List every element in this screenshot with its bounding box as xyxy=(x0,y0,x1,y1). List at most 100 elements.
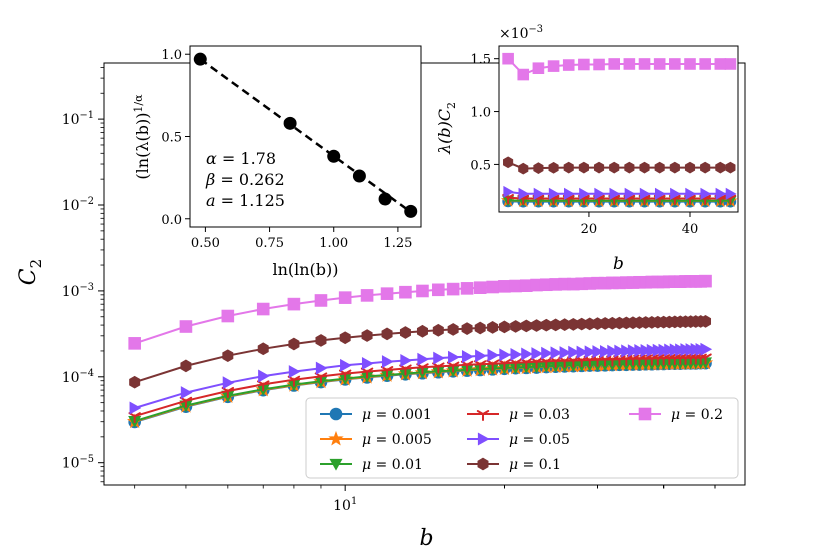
inset-right-data-point xyxy=(684,58,696,70)
inset-left-annotation-a: a = 1.125 xyxy=(206,191,285,210)
inset-left-chart: 0.50 0.75 1.00 1.25 0.0 0.5 1.0 α = 1.78 β = 0.2… xyxy=(132,45,422,279)
main-series-0.2 xyxy=(128,274,712,350)
main-data-point xyxy=(315,334,327,347)
inset-right-frame xyxy=(498,45,739,213)
legend-swatch-marker xyxy=(329,407,343,421)
main-data-point xyxy=(432,283,445,297)
inset-right-data-point xyxy=(623,58,636,70)
inset-left-x-tick-label: 1.00 xyxy=(319,236,348,251)
main-data-point xyxy=(380,287,394,300)
inset-right-data-point xyxy=(700,187,712,200)
inset-right-series-0.1 xyxy=(503,156,736,175)
main-data-point xyxy=(607,344,619,358)
inset-right-data-point xyxy=(594,187,606,200)
inset-left-y-tick-label: 0.0 xyxy=(161,213,182,228)
main-data-point xyxy=(381,327,393,341)
main-data-point xyxy=(634,344,647,358)
inset-right-data-point xyxy=(639,161,650,174)
main-data-point xyxy=(646,343,659,357)
main-x-tick-label: 101 xyxy=(333,496,357,514)
main-data-point xyxy=(256,302,270,316)
main-data-point xyxy=(584,345,597,359)
main-data-point xyxy=(222,376,235,390)
inset-right-data-point xyxy=(653,58,666,70)
inset-left-x-tick-label: 0.75 xyxy=(255,236,284,251)
inset-right-data-point xyxy=(578,58,590,71)
inset-right-y-axis-label: λ(b)C2 xyxy=(435,102,458,155)
main-data-point xyxy=(180,359,192,373)
main-data-point xyxy=(461,350,474,364)
legend-swatch-marker xyxy=(476,410,490,421)
inset-right-data-point xyxy=(670,187,681,200)
legend-label: μ = 0.001 xyxy=(362,407,432,423)
legend-label: μ = 0.05 xyxy=(509,432,570,448)
main-data-point xyxy=(180,386,193,400)
main-y-tick-label: 10−1 xyxy=(62,110,94,128)
legend-swatch-marker xyxy=(329,458,343,471)
inset-right-data-point xyxy=(564,187,575,200)
inset-left-data-point xyxy=(283,116,297,130)
main-data-point xyxy=(288,365,301,379)
legend-label: μ = 0.01 xyxy=(362,457,423,473)
main-data-point xyxy=(531,319,543,332)
inset-right-data-point xyxy=(563,161,574,174)
main-data-point xyxy=(510,347,523,361)
main-data-point xyxy=(222,349,234,363)
inset-right-data-point xyxy=(685,187,697,200)
main-data-point xyxy=(221,309,235,323)
main-data-point xyxy=(700,342,713,356)
inset-left-data-point xyxy=(327,149,341,163)
inset-left-data-point xyxy=(352,169,366,183)
inset-right-data-point xyxy=(700,161,711,174)
inset-right-series-0.2 xyxy=(502,52,737,81)
main-data-point xyxy=(487,348,500,362)
inset-right-data-point xyxy=(725,161,736,174)
inset-right-x-tick-label: 40 xyxy=(682,222,699,237)
inset-right-y-tick-label: 0.5 xyxy=(470,158,491,173)
inset-right-data-point xyxy=(669,58,681,70)
legend-entry: μ = 0.005 xyxy=(320,430,432,448)
inset-left-fit-line xyxy=(199,58,415,215)
main-data-point xyxy=(592,345,605,359)
main-data-point xyxy=(338,291,352,304)
main-data-point xyxy=(460,282,474,295)
main-data-point xyxy=(486,280,499,294)
inset-left-data-point xyxy=(404,204,418,218)
inset-right-data-point xyxy=(562,59,575,71)
main-data-point xyxy=(498,280,511,293)
main-data-point xyxy=(339,331,351,345)
legend-label: μ = 0.2 xyxy=(671,407,723,423)
main-data-point xyxy=(520,319,532,333)
inset-right-data-point xyxy=(669,161,680,174)
inset-right-data xyxy=(500,52,738,208)
main-data-point xyxy=(399,285,412,299)
main-y-tick-label: 10−2 xyxy=(62,196,94,214)
legend-swatch-marker xyxy=(328,430,344,446)
main-data-point xyxy=(128,337,141,350)
inset-right-data-point xyxy=(654,187,666,200)
main-data-point xyxy=(568,345,580,359)
main-data-point xyxy=(510,320,522,333)
main-data-point xyxy=(361,356,374,370)
legend-label: μ = 0.005 xyxy=(362,432,432,448)
main-data-point xyxy=(541,346,553,360)
inset-right-data-point xyxy=(593,161,605,174)
inset-right-data-point xyxy=(547,60,560,72)
inset-right-data-point xyxy=(715,161,726,174)
main-data-point xyxy=(287,297,301,311)
main-data-point xyxy=(417,352,430,366)
main-data-point xyxy=(461,322,473,335)
main-data-point xyxy=(129,401,142,415)
main-data-point xyxy=(499,348,512,362)
main-data-point xyxy=(599,344,612,359)
main-data-point xyxy=(487,321,499,334)
inset-right-data-point xyxy=(638,58,651,70)
main-data-point xyxy=(447,323,459,336)
inset-left-data-point xyxy=(193,52,207,66)
legend-label: μ = 0.03 xyxy=(509,407,570,423)
inset-right-x-axis-label: b xyxy=(613,254,624,274)
inset-left-y-tick-label: 0.5 xyxy=(161,131,182,146)
inset-right-data-point xyxy=(608,58,621,70)
main-data-point xyxy=(361,329,373,342)
